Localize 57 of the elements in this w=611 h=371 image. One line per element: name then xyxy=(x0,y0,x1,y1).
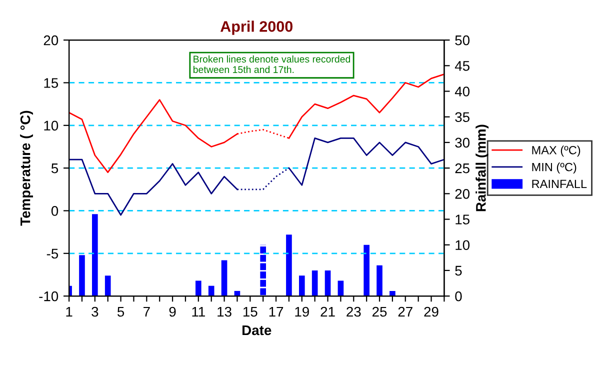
bar xyxy=(324,270,331,296)
y2-tick-label: 5 xyxy=(455,266,462,276)
y-tick-label: 5 xyxy=(51,164,58,174)
x-tick-label: 11 xyxy=(192,306,205,317)
x-tick-label: 15 xyxy=(243,306,258,317)
legend-label: MAX (ºC) xyxy=(532,146,580,157)
y2-tick-label: 40 xyxy=(454,86,470,96)
chart-title: April 2000 xyxy=(220,20,293,35)
x-tick-label: 29 xyxy=(424,306,438,317)
y-axis-title: Temperature ( °C) xyxy=(20,110,33,226)
y2-tick-label: 10 xyxy=(456,240,470,250)
bar xyxy=(195,280,202,296)
y2-tick-label: 30 xyxy=(455,138,470,148)
bar xyxy=(376,265,382,296)
x-axis-title: Date xyxy=(242,325,272,336)
y2-tick-label: 25 xyxy=(455,163,470,174)
x-tick-label: 21 xyxy=(320,306,335,317)
y-tick-label: 20 xyxy=(44,35,58,46)
line-series xyxy=(236,128,290,139)
x-tick-label: 25 xyxy=(372,306,387,317)
x-tick-label: 1 xyxy=(66,306,72,317)
y-tick-label: -5 xyxy=(46,248,58,259)
bar xyxy=(298,276,305,296)
y2-tick-label: 15 xyxy=(456,214,470,224)
bar xyxy=(260,244,266,296)
y2-tick-label: 20 xyxy=(455,188,470,199)
y-tick-label: -10 xyxy=(39,291,58,302)
y2-tick-label: 45 xyxy=(454,61,470,71)
bar xyxy=(92,214,98,296)
x-tick-label: 17 xyxy=(269,306,284,317)
x-tick-label: 3 xyxy=(92,306,98,317)
bar xyxy=(221,260,228,296)
y2-tick-label: 50 xyxy=(455,35,470,46)
bar xyxy=(338,280,344,296)
x-tick-label: 27 xyxy=(398,306,412,317)
y2-axis-title: Rainfall (mm) xyxy=(476,124,489,212)
bar xyxy=(208,286,214,296)
y-tick-label: 10 xyxy=(44,120,58,131)
x-tick-label: 9 xyxy=(169,306,176,317)
y2-tick-label: 35 xyxy=(455,112,470,122)
y-tick-label: 0 xyxy=(51,206,58,216)
bar xyxy=(104,276,111,296)
x-tick-label: 7 xyxy=(144,306,150,317)
legend-label: MIN (ºC) xyxy=(532,162,576,174)
y-tick-label: 15 xyxy=(44,78,58,88)
annotation: Broken lines denote values recorded between 15th and 17th. xyxy=(193,55,350,74)
x-tick-label: 19 xyxy=(295,306,309,317)
x-tick-label: 13 xyxy=(218,306,232,317)
x-tick-label: 5 xyxy=(117,306,124,317)
x-tick-label: 23 xyxy=(346,306,361,317)
bar xyxy=(364,244,370,296)
bar xyxy=(286,234,292,296)
bar xyxy=(79,255,85,296)
bar xyxy=(312,270,318,296)
legend-label: RAINFALL xyxy=(532,180,587,188)
y2-tick-label: 0 xyxy=(455,291,462,302)
bar xyxy=(390,290,396,296)
